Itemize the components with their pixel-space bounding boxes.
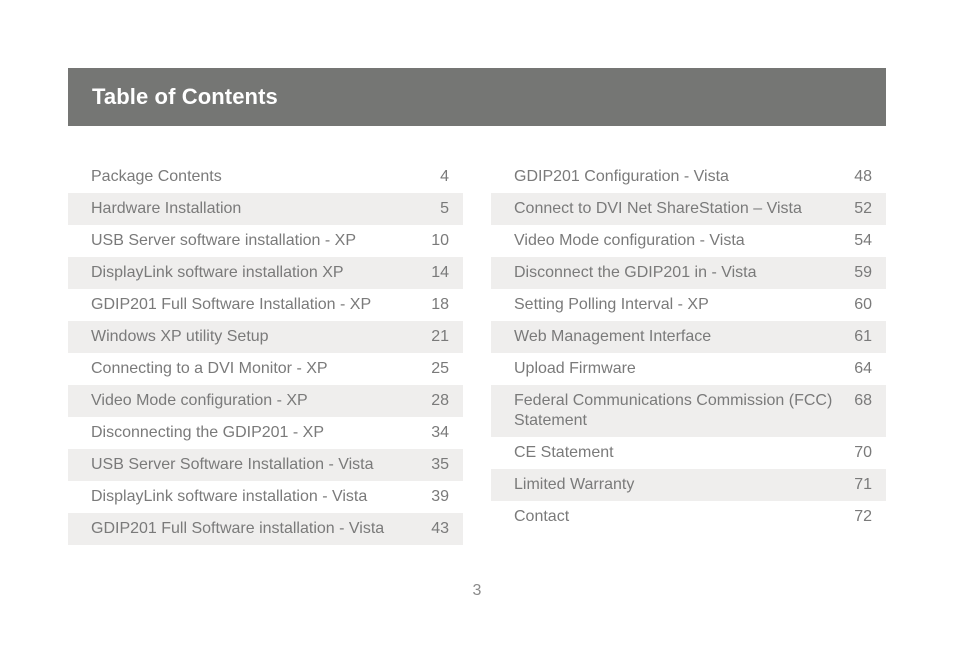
toc-entry-title: Video Mode configuration - Vista	[514, 232, 745, 249]
toc-entry-title: Disconnecting the GDIP201 - XP	[91, 424, 325, 441]
page-title: Table of Contents	[92, 84, 278, 109]
toc-entry-page: 68	[854, 392, 872, 409]
toc-header-bar: Table of Contents	[68, 68, 886, 126]
toc-entry[interactable]: Upload Firmware 64	[491, 353, 886, 385]
toc-entry[interactable]: Disconnect the GDIP201 in - Vista 59	[491, 257, 886, 289]
toc-entry-page: 10	[431, 232, 449, 249]
toc-entry-title: Package Contents	[91, 168, 222, 185]
toc-entry[interactable]: Connecting to a DVI Monitor - XP 25	[68, 353, 463, 385]
toc-entry-title: Federal Communications Commission (FCC) …	[514, 392, 833, 429]
toc-entry-title: Setting Polling Interval - XP	[514, 296, 709, 313]
toc-entry-page: 71	[854, 476, 872, 493]
toc-entry-page: 5	[440, 200, 449, 217]
toc-entry-page: 34	[431, 424, 449, 441]
toc-entry-title: GDIP201 Full Software Installation - XP	[91, 296, 372, 313]
toc-entry-title: USB Server Software Installation - Vista	[91, 456, 374, 473]
toc-entry-page: 43	[431, 520, 449, 537]
toc-entry[interactable]: GDIP201 Configuration - Vista 48	[491, 161, 886, 193]
toc-entry-page: 4	[440, 168, 449, 185]
toc-entry-title: USB Server software installation - XP	[91, 232, 356, 249]
toc-entry[interactable]: Web Management Interface 61	[491, 321, 886, 353]
toc-entry-page: 52	[854, 200, 872, 217]
toc-entry[interactable]: DisplayLink software installation XP 14	[68, 257, 463, 289]
toc-entry-title: Connect to DVI Net ShareStation – Vista	[514, 200, 802, 217]
toc-entry[interactable]: GDIP201 Full Software Installation - XP 1…	[68, 289, 463, 321]
toc-entry[interactable]: Limited Warranty 71	[491, 469, 886, 501]
toc-entry[interactable]: Disconnecting the GDIP201 - XP 34	[68, 417, 463, 449]
toc-entry[interactable]: Video Mode configuration - XP 28	[68, 385, 463, 417]
toc-entry-page: 21	[431, 328, 449, 345]
toc-entry[interactable]: DisplayLink software installation - Vist…	[68, 481, 463, 513]
toc-entry[interactable]: Hardware Installation 5	[68, 193, 463, 225]
toc-entry-page: 72	[854, 508, 872, 525]
toc-entry[interactable]: GDIP201 Full Software installation - Vis…	[68, 513, 463, 545]
toc-entry-title: Contact	[514, 508, 570, 525]
toc-entry-page: 64	[854, 360, 872, 377]
toc-entry-title: Disconnect the GDIP201 in - Vista	[514, 264, 757, 281]
toc-entry-title: Hardware Installation	[91, 200, 242, 217]
toc-entry[interactable]: Contact 72	[491, 501, 886, 533]
toc-entry-page: 59	[854, 264, 872, 281]
toc-left-column: Package Contents 4 Hardware Installation 5 U…	[68, 161, 463, 545]
toc-entry-page: 54	[854, 232, 872, 249]
toc-entry-title: Windows XP utility Setup	[91, 328, 269, 345]
toc-entry[interactable]: USB Server software installation - XP 10	[68, 225, 463, 257]
toc-entry-page: 14	[431, 264, 449, 281]
toc-entry-title: Upload Firmware	[514, 360, 636, 377]
toc-entry-title: CE Statement	[514, 444, 614, 461]
toc-entry-title: DisplayLink software installation XP	[91, 264, 344, 281]
toc-entry-title: Connecting to a DVI Monitor - XP	[91, 360, 328, 377]
toc-entry-title: GDIP201 Full Software installation - Vis…	[91, 520, 385, 537]
toc-entry-page: 39	[431, 488, 449, 505]
toc-entry-page: 28	[431, 392, 449, 409]
toc-entry[interactable]: Windows XP utility Setup 21	[68, 321, 463, 353]
toc-entry-page: 35	[431, 456, 449, 473]
toc-entry[interactable]: CE Statement 70	[491, 437, 886, 469]
toc-entry-page: 60	[854, 296, 872, 313]
toc-entry-title: Video Mode configuration - XP	[91, 392, 308, 409]
toc-entry-title: Web Management Interface	[514, 328, 712, 345]
toc-entry[interactable]: Federal Communications Commission (FCC) …	[491, 385, 886, 437]
toc-entry[interactable]: Video Mode configuration - Vista 54	[491, 225, 886, 257]
toc-entry-title: GDIP201 Configuration - Vista	[514, 168, 729, 185]
toc-entry-page: 18	[431, 296, 449, 313]
toc-entry-page: 48	[854, 168, 872, 185]
toc-entry-title: Limited Warranty	[514, 476, 635, 493]
toc-entry[interactable]: Setting Polling Interval - XP 60	[491, 289, 886, 321]
toc-entry[interactable]: Connect to DVI Net ShareStation – Vista 5…	[491, 193, 886, 225]
toc-entry-title: DisplayLink software installation - Vist…	[91, 488, 368, 505]
toc-entry-page: 25	[431, 360, 449, 377]
page-number: 3	[472, 582, 482, 599]
toc-entry-page: 70	[854, 444, 872, 461]
toc-entry[interactable]: Package Contents 4	[68, 161, 463, 193]
toc-right-column: GDIP201 Configuration - Vista 48 Connect t…	[491, 161, 886, 533]
toc-entry[interactable]: USB Server Software Installation - Vista…	[68, 449, 463, 481]
toc-entry-page: 61	[854, 328, 872, 345]
